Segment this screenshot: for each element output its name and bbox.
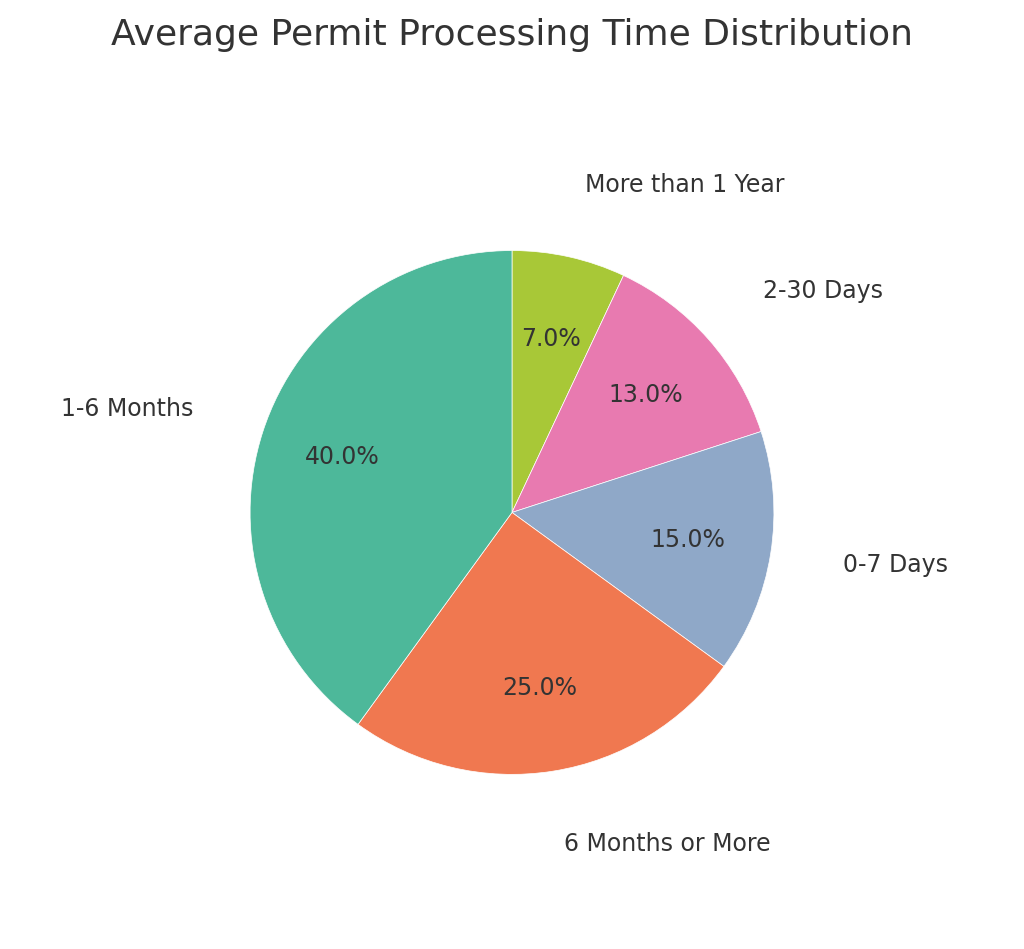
Text: More than 1 Year: More than 1 Year — [585, 174, 784, 197]
Text: 2-30 Days: 2-30 Days — [764, 279, 884, 303]
Wedge shape — [358, 512, 724, 774]
Text: 7.0%: 7.0% — [521, 326, 581, 350]
Wedge shape — [512, 275, 761, 512]
Wedge shape — [512, 432, 774, 666]
Text: 40.0%: 40.0% — [305, 445, 380, 470]
Text: 1-6 Months: 1-6 Months — [60, 397, 194, 420]
Text: 0-7 Days: 0-7 Days — [843, 553, 948, 577]
Text: 15.0%: 15.0% — [650, 529, 725, 552]
Wedge shape — [512, 251, 624, 512]
Wedge shape — [250, 251, 512, 724]
Text: 6 Months or More: 6 Months or More — [564, 831, 771, 856]
Text: 25.0%: 25.0% — [503, 677, 578, 700]
Text: 13.0%: 13.0% — [608, 382, 683, 407]
Title: Average Permit Processing Time Distribution: Average Permit Processing Time Distribut… — [111, 18, 913, 52]
